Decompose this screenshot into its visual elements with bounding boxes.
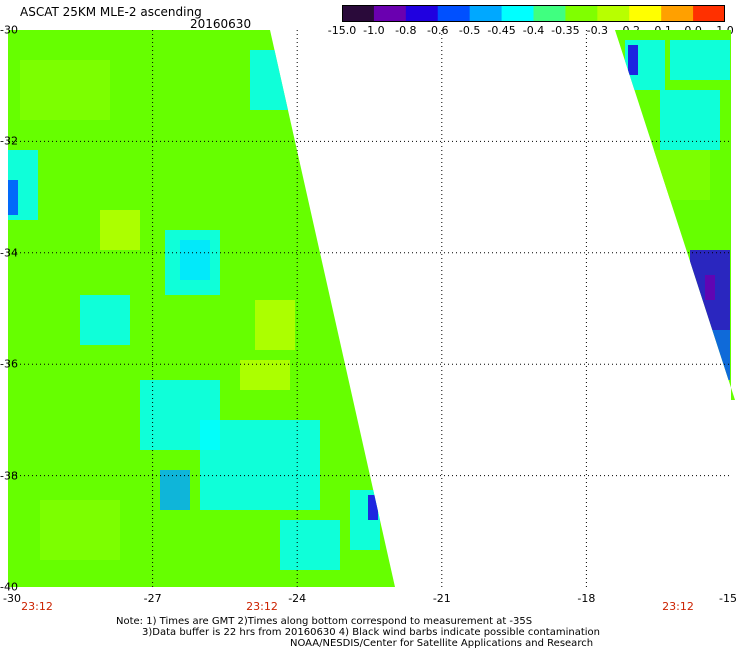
- longitude-label: -24: [288, 592, 307, 605]
- colorbar-segment: [597, 5, 630, 22]
- time-label-2: 23:12: [246, 600, 278, 613]
- colorbar-segment: [629, 5, 662, 22]
- colorbar-border: [342, 5, 725, 22]
- longitude-label: -18: [577, 592, 596, 605]
- colorbar: [342, 5, 725, 22]
- colorbar-tick-label: -0.6: [427, 24, 449, 37]
- colorbar-tick-label: -0.5: [458, 24, 481, 37]
- wind-field-patch: [368, 495, 378, 520]
- wind-field-patch: [20, 60, 110, 120]
- longitude-label: -21: [432, 592, 451, 605]
- wind-field-patch: [670, 40, 730, 80]
- colorbar-tick-label: -1.0: [363, 24, 385, 37]
- footer-note-2: 3)Data buffer is 22 hrs from 20160630 4)…: [142, 627, 600, 638]
- wind-field-patch: [40, 500, 120, 560]
- latitude-label: -32: [0, 134, 18, 148]
- colorbar-tick-label: -0.45: [487, 24, 516, 37]
- product-title: ASCAT 25KM MLE-2 ascending: [20, 5, 202, 19]
- longitude-label: -27: [143, 592, 162, 605]
- colorbar-tick-label: -0.8: [395, 24, 417, 37]
- colorbar-segment: [342, 5, 375, 22]
- wind-field-patch: [160, 470, 190, 510]
- colorbar-tick-label: -0.3: [586, 24, 609, 37]
- footer-note-3: NOAA/NESDIS/Center for Satellite Applica…: [290, 638, 594, 649]
- wind-field-patch: [650, 150, 710, 200]
- colorbar-tick-label: -0.35: [551, 24, 580, 37]
- colorbar-segment: [661, 5, 694, 22]
- latitude-label: -38: [0, 469, 18, 483]
- colorbar-segment: [437, 5, 471, 22]
- wind-field-patch: [200, 420, 320, 510]
- wind-field-patch: [8, 180, 18, 215]
- longitude-label: -30: [3, 592, 21, 605]
- wind-field-patch: [660, 90, 720, 150]
- footer-note-1: Note: 1) Times are GMT 2)Times along bot…: [116, 616, 533, 627]
- colorbar-segment: [533, 5, 566, 22]
- latitude-label: -36: [0, 357, 18, 371]
- latitude-label: -30: [0, 23, 18, 37]
- wind-field-patch: [628, 45, 638, 75]
- wind-field-patch: [80, 295, 130, 345]
- product-date: 20160630: [190, 17, 252, 31]
- colorbar-segment: [469, 5, 503, 22]
- wind-field-patch: [100, 210, 140, 250]
- colorbar-tick-label: -0.4: [522, 24, 545, 37]
- colorbar-segment: [373, 5, 407, 22]
- latitude-label: -34: [0, 246, 18, 260]
- wind-field-patch: [700, 330, 730, 380]
- latitude-label: -40: [0, 580, 18, 594]
- colorbar-segment: [565, 5, 598, 22]
- time-label-3: 23:12: [662, 600, 694, 613]
- wind-field-patch: [280, 520, 340, 570]
- wind-field-patch: [165, 230, 220, 295]
- wind-field-patch: [240, 360, 290, 390]
- colorbar-segment: [693, 5, 725, 22]
- colorbar-tick-label: -15.0: [327, 24, 357, 37]
- colorbar-segment: [405, 5, 439, 22]
- wind-field-patch: [255, 300, 295, 350]
- time-label-1: 23:12: [21, 600, 53, 613]
- wind-field-patch: [250, 50, 290, 110]
- colorbar-segment: [501, 5, 534, 22]
- longitude-label: -15: [719, 592, 737, 605]
- wind-field-patch: [705, 275, 715, 300]
